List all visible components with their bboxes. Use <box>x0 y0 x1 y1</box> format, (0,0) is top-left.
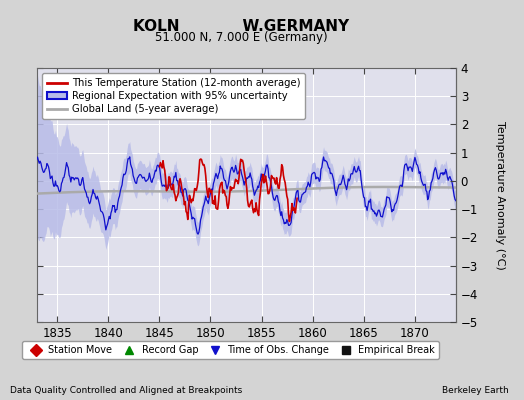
Legend: This Temperature Station (12-month average), Regional Expectation with 95% uncer: This Temperature Station (12-month avera… <box>42 73 305 119</box>
Text: Berkeley Earth: Berkeley Earth <box>442 386 508 395</box>
Text: 51.000 N, 7.000 E (Germany): 51.000 N, 7.000 E (Germany) <box>155 31 328 44</box>
Y-axis label: Temperature Anomaly (°C): Temperature Anomaly (°C) <box>495 121 505 269</box>
Text: Data Quality Controlled and Aligned at Breakpoints: Data Quality Controlled and Aligned at B… <box>10 386 243 395</box>
Legend: Station Move, Record Gap, Time of Obs. Change, Empirical Break: Station Move, Record Gap, Time of Obs. C… <box>22 341 439 359</box>
Text: KOLN            W.GERMANY: KOLN W.GERMANY <box>133 19 349 34</box>
